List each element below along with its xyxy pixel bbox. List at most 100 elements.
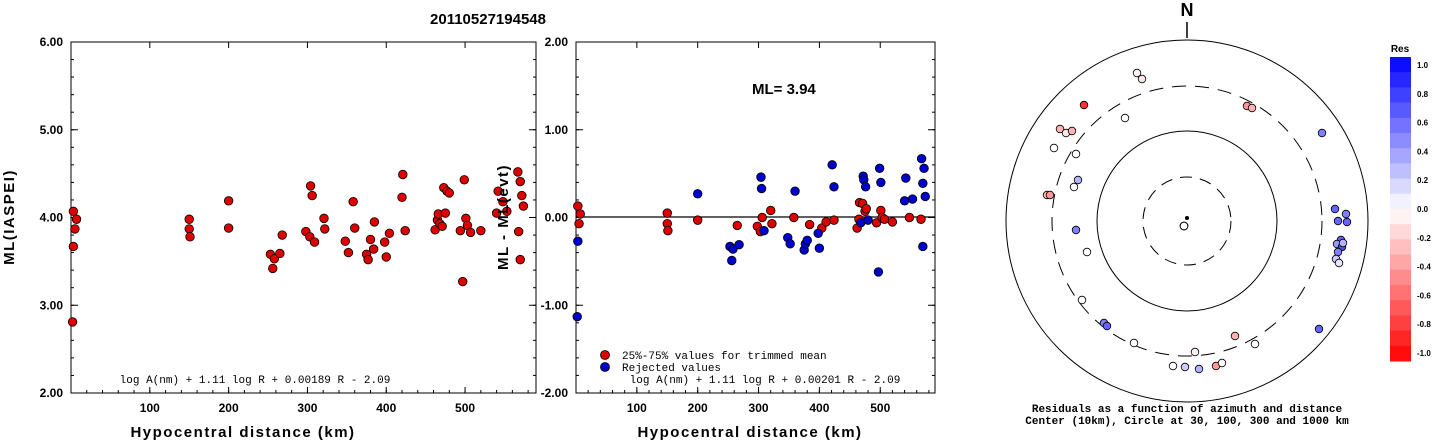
- colorbar-tick-label: 0.6: [1417, 119, 1429, 128]
- circle-100km: [1096, 130, 1278, 312]
- data-point: [821, 217, 831, 227]
- colorbar-cells: [1390, 57, 1411, 362]
- panel1-formula: log A(nm) + 1.11 log R + 0.00189 R - 2.0…: [120, 375, 391, 387]
- colorbar-cell: [1390, 72, 1411, 88]
- data-point: [184, 224, 194, 234]
- station-point: [1120, 113, 1130, 123]
- data-point: [343, 247, 354, 258]
- figure-title: 20110527194548: [430, 11, 546, 28]
- data-point: [919, 163, 929, 174]
- data-point: [901, 173, 911, 183]
- north-label: N: [1181, 0, 1194, 20]
- epicenter-marker: [1185, 216, 1189, 220]
- data-point: [887, 217, 898, 227]
- colorbar-tick-label: -0.6: [1417, 291, 1431, 300]
- data-point: [398, 169, 408, 180]
- panel2-ylabel: ML - ML(evt): [495, 164, 512, 270]
- station-point: [1190, 347, 1200, 357]
- colorbar-cell: [1390, 330, 1411, 347]
- y-tick-label: 2.00: [545, 35, 569, 49]
- data-point: [860, 182, 871, 192]
- station-point: [1250, 339, 1260, 349]
- data-point: [493, 186, 503, 196]
- colorbar-cell: [1390, 285, 1411, 301]
- data-point: [767, 218, 777, 229]
- station-point: [1314, 324, 1324, 334]
- data-point: [874, 163, 885, 174]
- colorbar-cell: [1390, 178, 1411, 195]
- data-point: [802, 235, 812, 246]
- data-point: [350, 223, 360, 233]
- data-point: [365, 234, 376, 245]
- legend-label-rejected: Rejected values: [622, 363, 721, 375]
- data-point: [904, 212, 915, 223]
- ml-annotation: ML= 3.94: [752, 81, 816, 98]
- station-point: [1180, 362, 1190, 372]
- data-point: [876, 177, 886, 188]
- data-point: [873, 267, 884, 277]
- data-point: [879, 214, 890, 224]
- data-point: [756, 172, 766, 182]
- data-point: [907, 194, 918, 204]
- x-tick-label: 400: [376, 401, 396, 415]
- data-point: [184, 214, 194, 224]
- data-point: [498, 197, 508, 207]
- colorbar-cell: [1390, 239, 1411, 256]
- colorbar-cell: [1390, 254, 1411, 271]
- panel2-points: [572, 154, 930, 322]
- colorbar-tick-label: 0.8: [1417, 90, 1429, 99]
- y-tick-label: 3.00: [40, 298, 64, 312]
- polar-caption-1: Residuals as a function of azimuth and d…: [1032, 404, 1343, 416]
- station-point: [1137, 74, 1147, 84]
- panel1-ylabel: ML(IASPEI): [1, 169, 18, 265]
- data-point: [465, 227, 476, 238]
- data-point: [662, 208, 672, 218]
- colorbar-ticks: 1.0 0.8 0.6 0.4 0.2 0.0 -0.2 -0.4 -0.6 -0.8 -1.0: [1417, 61, 1431, 358]
- colorbar-tick-label: -0.2: [1417, 234, 1431, 243]
- data-point: [759, 225, 769, 236]
- data-point: [572, 311, 582, 322]
- polar-points: [1042, 68, 1352, 374]
- colorbar-cell: [1390, 315, 1411, 332]
- data-point: [305, 181, 316, 191]
- station-point: [1341, 209, 1351, 219]
- colorbar-cell: [1390, 269, 1411, 286]
- x-tick-label: 400: [809, 401, 829, 415]
- colorbar-cell: [1390, 209, 1411, 225]
- station-point: [1055, 124, 1065, 134]
- circle-1000km: [1005, 39, 1369, 403]
- station-point: [1333, 216, 1343, 226]
- polar-caption-2: Center (10km), Circle at 30, 100, 300 an…: [1025, 416, 1349, 428]
- colorbar-cell: [1390, 117, 1411, 134]
- station-point: [1342, 217, 1352, 227]
- data-point: [455, 225, 466, 236]
- data-point: [734, 240, 744, 250]
- data-point: [573, 201, 583, 211]
- data-point: [440, 208, 451, 218]
- data-point: [573, 236, 583, 246]
- data-point: [918, 178, 928, 188]
- data-point: [574, 218, 584, 229]
- data-point: [363, 254, 373, 265]
- data-point: [863, 215, 873, 225]
- legend-marker-trimmed: [600, 350, 610, 360]
- panel2-xlabel: Hypocentral distance (km): [637, 424, 862, 441]
- data-point: [459, 175, 469, 185]
- data-point: [513, 167, 523, 177]
- data-point: [368, 244, 379, 254]
- colorbar-cell: [1390, 133, 1411, 149]
- data-point: [899, 196, 910, 206]
- data-point: [515, 176, 525, 187]
- data-point: [369, 217, 380, 227]
- y-tick-label: 1.00: [545, 123, 569, 137]
- station-point: [1069, 182, 1079, 192]
- data-point: [384, 228, 395, 238]
- panel1-points: [67, 167, 529, 327]
- data-point: [71, 214, 82, 224]
- panel1-xlabel: Hypocentral distance (km): [130, 424, 355, 441]
- circle-30km: [1142, 176, 1232, 266]
- data-point: [379, 237, 390, 247]
- data-point: [268, 263, 278, 274]
- data-point: [727, 255, 737, 266]
- colorbar-cell: [1390, 345, 1411, 362]
